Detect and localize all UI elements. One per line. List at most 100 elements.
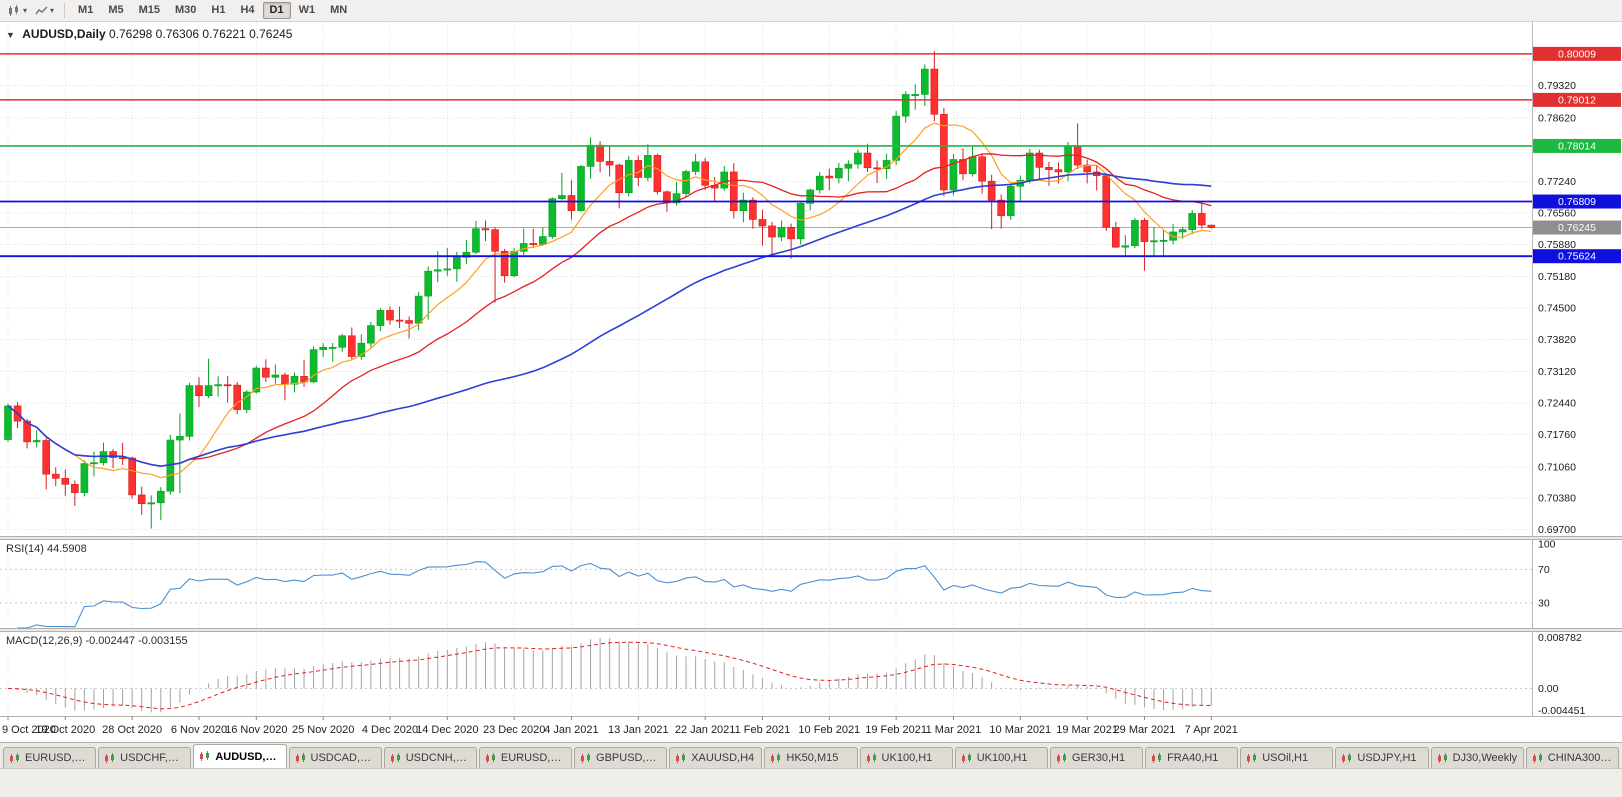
chart-tab-fra40-h1[interactable]: FRA40,H1 [1145,747,1239,768]
pane-splitter[interactable] [0,536,1622,540]
timeframe-button-m1[interactable]: M1 [78,4,94,16]
tab-label: USDCNH,Daily [405,752,471,764]
price-badge-label: 0.76809 [1558,196,1596,208]
chart-tab-dj30-weekly[interactable]: DJ30,Weekly [1430,747,1524,768]
tab-chart-icon [771,752,781,763]
price-axis-label: 0.70380 [1538,493,1576,505]
zoom-dropdown[interactable]: ▾ [31,3,58,19]
price-axis-label: 0.78620 [1538,112,1576,124]
time-axis-label: 7 Apr 2021 [1185,724,1238,736]
chart-tab-ger30-h1[interactable]: GER30,H1 [1049,747,1144,768]
timeframe-button-d1[interactable]: D1 [262,2,291,19]
tab-label: GER30,H1 [1071,752,1126,764]
timeframe-button-m5[interactable]: M5 [108,4,124,16]
price-level-badge [1533,138,1621,153]
tab-label: EURUSD,Daily [500,752,566,764]
timeframe-button-m15[interactable]: M15 [138,4,160,16]
candlestick-chart-icon [9,4,18,16]
chart-tab-gbpusd-daily[interactable]: GBPUSD,Daily [574,747,668,768]
tab-label: USDCHF,Daily [120,752,186,764]
tab-label: GBPUSD,Daily [596,752,661,764]
timeframe-button-m30[interactable]: M30 [175,4,197,16]
chart-tab-usoil-h1[interactable]: USOil,H1 [1240,747,1334,768]
rsi-axis-label: 70 [1538,564,1550,576]
chart-ohlc-values: 0.76298 0.76306 0.76221 0.76245 [108,27,293,41]
chart-type-dropdown[interactable]: ▾ [4,3,31,19]
chart-tab-hk50-m15[interactable]: HK50,M15 [764,747,858,768]
moving-average-55 [7,172,1212,468]
chart-symbol: AUDUSD,Daily [22,27,106,41]
time-axis-label: 4 Dec 2020 [362,724,418,736]
chart-canvas[interactable]: 0.793200.786200.779400.772400.765600.758… [0,22,1622,742]
tab-chart-icon [676,752,686,763]
time-axis-label: 14 Dec 2020 [416,724,478,736]
price-axis-label: 0.76560 [1538,208,1576,220]
chart-tab-usdchf-daily[interactable]: USDCHF,Daily [98,747,192,768]
price-axis-label: 0.71760 [1538,429,1576,441]
tab-label: XAUUSD,H4 [691,752,755,764]
price-level-badge [1533,92,1621,107]
price-axis-label: 0.73820 [1538,334,1576,346]
collapse-arrow-icon[interactable]: ▼ [6,30,15,40]
chart-tabs-bar: EURUSD,Daily USDCHF,Daily AUDUSD,Daily USDC… [0,742,1622,768]
timeframe-button-mn[interactable]: MN [330,4,348,16]
time-axis-label: 23 Dec 2020 [483,724,545,736]
chart-tab-usdcnh-daily[interactable]: USDCNH,Daily [383,747,477,768]
price-level-badge [1533,46,1621,61]
price-axis: 0.793200.786200.779400.772400.765600.758… [1533,46,1621,536]
price-axis-label: 0.74500 [1538,303,1576,315]
chart-tab-china300-h1[interactable]: CHINA300,H1 [1525,747,1619,768]
price-badge-label: 0.80009 [1558,48,1596,60]
tab-chart-icon [485,752,495,763]
price-level-badge [1533,194,1621,209]
price-level-badge [1533,249,1621,264]
tab-chart-icon [581,752,591,763]
toolbar-separator [64,3,66,18]
tab-chart-icon [200,751,210,761]
price-badge-label: 0.76245 [1558,222,1596,234]
price-axis-label: 0.71060 [1538,461,1576,473]
chart-tab-uk100-h1[interactable]: UK100,H1 [954,747,1048,768]
tab-label: AUDUSD,Daily [215,750,280,763]
time-axis-label: 13 Jan 2021 [608,724,669,736]
tab-chart-icon [1532,752,1542,763]
rsi-axis-label: 30 [1538,597,1550,609]
chart-tab-uk100-h1[interactable]: UK100,H1 [859,747,953,768]
status-bar [0,768,1622,797]
macd-signal-line [7,641,1212,710]
time-axis-label: 19 Feb 2021 [865,724,927,736]
timeframe-button-h1[interactable]: H1 [211,4,226,16]
tab-chart-icon [1247,752,1257,763]
chart-tab-usdcad-daily[interactable]: USDCAD,Daily [288,747,382,768]
price-axis-label: 0.69700 [1538,524,1576,536]
time-axis-label: 28 Oct 2020 [102,724,162,736]
tab-chart-icon [1152,752,1162,763]
time-axis-label: 29 Mar 2021 [1114,724,1176,736]
pane-splitter[interactable] [0,628,1622,632]
time-axis-label: 16 Nov 2020 [225,724,287,736]
tab-label: FRA40,H1 [1167,752,1219,764]
tab-chart-icon [105,752,115,763]
timeframe-button-w1[interactable]: W1 [298,4,316,16]
time-axis-label: 10 Feb 2021 [798,724,860,736]
price-axis-label: 0.77240 [1538,176,1576,188]
time-axis-label: 19 Mar 2021 [1056,724,1118,736]
moving-average-8 [7,122,1212,479]
rsi-axis-label: 100 [1538,539,1556,551]
timeframe-button-h4[interactable]: H4 [240,4,255,16]
chart-tab-eurusd-daily[interactable]: EURUSD,Daily [478,747,573,768]
tab-chart-icon [10,752,19,763]
chevron-down-icon: ▾ [50,5,55,15]
chart-tab-audusd-daily[interactable]: AUDUSD,Daily [193,744,287,768]
tab-chart-icon [295,752,305,763]
macd-axis-label: 0.00 [1538,683,1559,695]
price-badge-label: 0.78014 [1558,140,1596,152]
rsi-indicator-label: RSI(14) 44.5908 [6,543,87,555]
top-toolbar: ▾ ▾ M1 M5 M15 M30 H1 H4 D1 W1 MN [0,0,1622,22]
chart-tab-xauusd-h4[interactable]: XAUUSD,H4 [669,747,763,768]
chart-tab-eurusd-daily[interactable]: EURUSD,Daily [3,747,97,768]
chart-tab-usdjpy-h1[interactable]: USDJPY,H1 [1335,747,1429,768]
macd-histogram [17,638,1212,713]
price-level-badge [1533,220,1621,235]
